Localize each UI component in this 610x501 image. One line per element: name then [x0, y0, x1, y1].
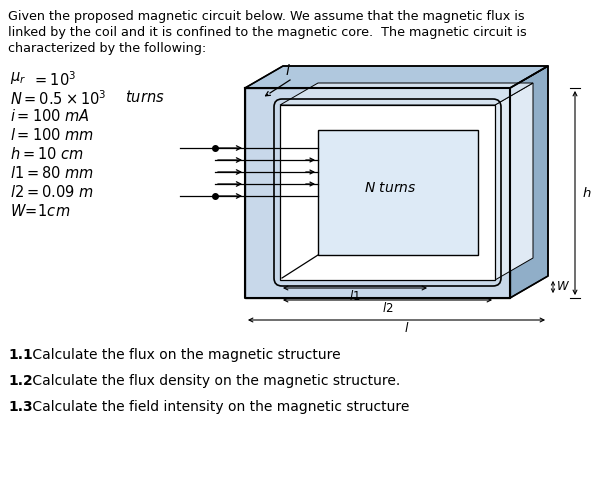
Text: Calculate the flux density on the magnetic structure.: Calculate the flux density on the magnet…	[29, 374, 401, 388]
Text: $W\!=\!1cm$: $W\!=\!1cm$	[10, 203, 70, 219]
Polygon shape	[245, 88, 510, 298]
Text: $W$: $W$	[556, 281, 570, 294]
Polygon shape	[245, 66, 548, 88]
Text: $l$: $l$	[404, 321, 409, 335]
Text: $turns$: $turns$	[125, 89, 165, 105]
Text: $i$: $i$	[285, 63, 291, 78]
Text: $l1 = 80\ mm$: $l1 = 80\ mm$	[10, 165, 94, 181]
Text: Given the proposed magnetic circuit below. We assume that the magnetic flux is: Given the proposed magnetic circuit belo…	[8, 10, 525, 23]
Text: $l2 = 0.09\ m$: $l2 = 0.09\ m$	[10, 184, 94, 200]
Text: $l = 100\ mm$: $l = 100\ mm$	[10, 127, 94, 143]
Text: linked by the coil and it is confined to the magnetic core.  The magnetic circui: linked by the coil and it is confined to…	[8, 26, 527, 39]
Text: $N\ turns$: $N\ turns$	[364, 181, 416, 195]
Text: 1.2: 1.2	[8, 374, 33, 388]
Polygon shape	[280, 83, 533, 105]
Text: 1.1: 1.1	[8, 348, 33, 362]
Text: $l1$: $l1$	[349, 289, 361, 303]
Polygon shape	[280, 105, 495, 280]
Text: $= 10^3$: $= 10^3$	[32, 70, 76, 89]
Text: Calculate the flux on the magnetic structure: Calculate the flux on the magnetic struc…	[29, 348, 341, 362]
Text: $i = 100\ mA$: $i = 100\ mA$	[10, 108, 90, 124]
Polygon shape	[495, 83, 533, 280]
Text: $N = 0.5 \times 10^3$: $N = 0.5 \times 10^3$	[10, 89, 107, 108]
Text: characterized by the following:: characterized by the following:	[8, 42, 206, 55]
Text: 1.3: 1.3	[8, 400, 32, 414]
Text: $\mu_r$: $\mu_r$	[10, 70, 26, 86]
Text: $l2$: $l2$	[382, 301, 393, 315]
Polygon shape	[510, 66, 548, 298]
Text: $h = 10\ cm$: $h = 10\ cm$	[10, 146, 84, 162]
Polygon shape	[318, 130, 478, 255]
Text: Calculate the field intensity on the magnetic structure: Calculate the field intensity on the mag…	[29, 400, 410, 414]
Text: $h$: $h$	[582, 186, 592, 200]
